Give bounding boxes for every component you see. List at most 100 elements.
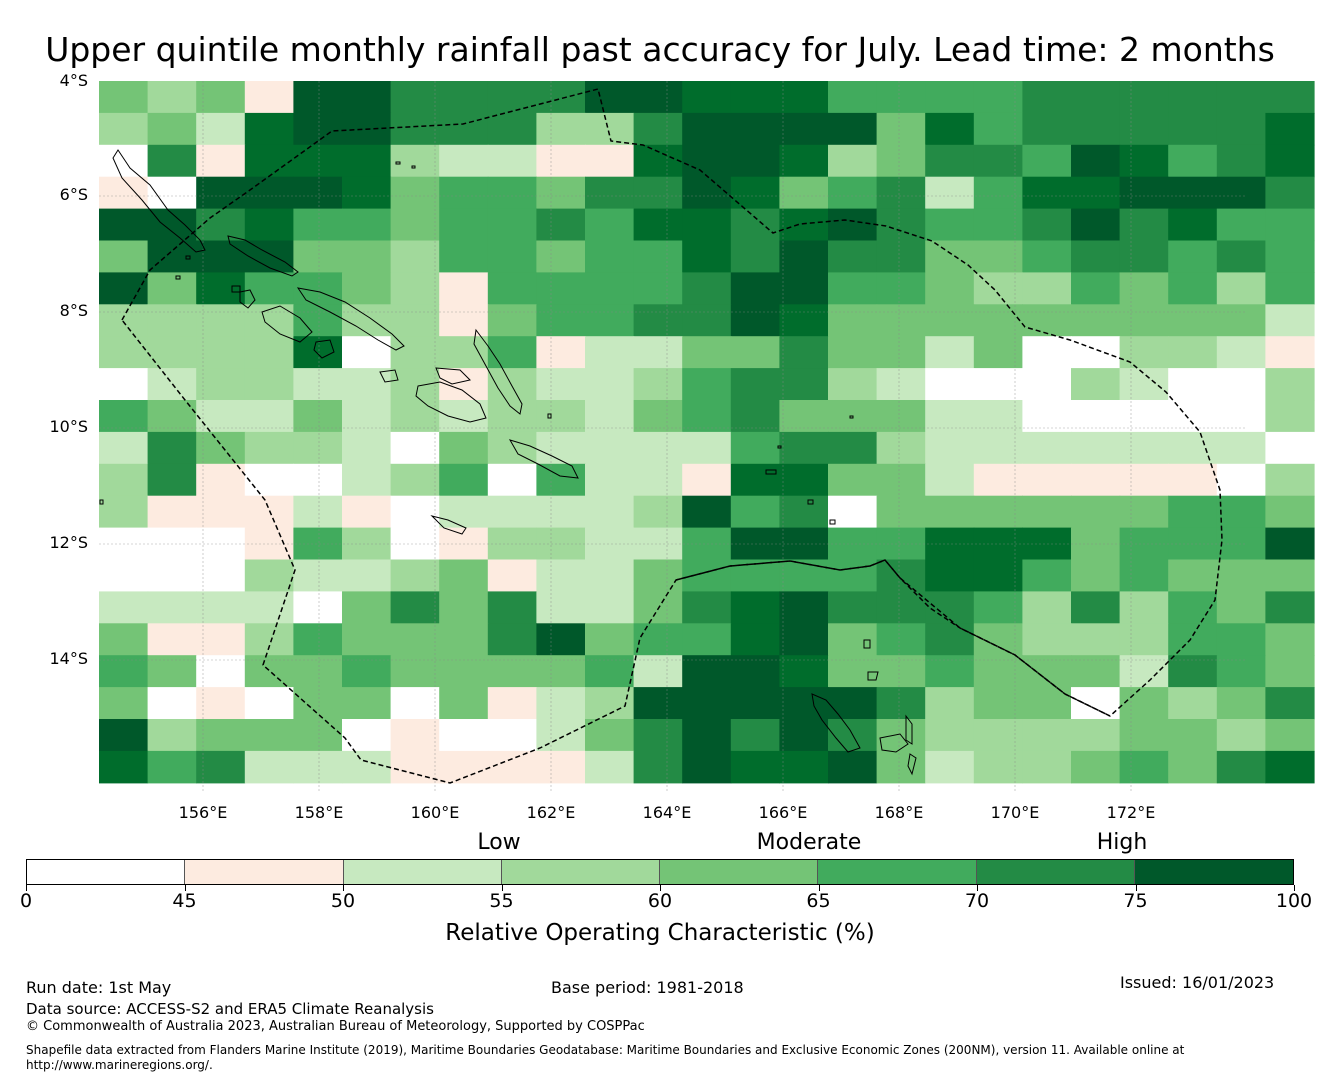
map-cell	[1022, 495, 1072, 529]
map-cell	[147, 687, 197, 720]
map-cell	[925, 591, 975, 624]
map-cell	[342, 463, 392, 497]
map-cell	[973, 144, 1023, 178]
map-cell	[196, 240, 246, 273]
map-cell	[876, 655, 926, 688]
map-cell	[1119, 144, 1169, 178]
map-cell	[342, 240, 392, 273]
map-cell	[536, 400, 586, 433]
map-cell	[390, 750, 440, 784]
map-cell	[730, 112, 780, 146]
map-cell	[147, 81, 197, 114]
map-cell	[828, 304, 878, 337]
map-cell	[244, 431, 294, 465]
map-cell	[1119, 463, 1169, 497]
map-cell	[779, 431, 829, 465]
map-cell	[390, 400, 440, 433]
map-cell	[779, 208, 829, 242]
map-cell	[536, 687, 586, 720]
map-cell	[828, 655, 878, 688]
coast-banks	[863, 639, 879, 681]
map-cell	[1168, 81, 1218, 114]
map-cell	[244, 655, 294, 688]
map-cell	[585, 655, 635, 688]
map-cell	[973, 208, 1023, 242]
map-cell	[1071, 719, 1121, 752]
lat-tick-label: 4°S	[59, 71, 88, 90]
map-cell	[1022, 336, 1072, 369]
map-cell	[779, 750, 829, 784]
map-cell	[487, 719, 537, 752]
map-cell	[147, 463, 197, 497]
colorbar-segment	[1134, 860, 1293, 884]
map-cell	[1265, 463, 1315, 497]
map-cell	[1265, 304, 1315, 337]
map-cell	[876, 559, 926, 592]
map-cell	[779, 272, 829, 305]
map-cell	[682, 272, 732, 305]
map-cell	[730, 240, 780, 273]
map-cell	[439, 495, 489, 529]
map-cell	[1265, 431, 1315, 465]
lon-tick-label: 170°E	[990, 803, 1040, 822]
map-cell	[876, 240, 926, 273]
map-cell	[633, 272, 683, 305]
eez-boundaries	[121, 88, 1223, 784]
map-cell	[585, 431, 635, 465]
lat-tick-label: 6°S	[59, 185, 88, 204]
map-cell	[682, 431, 732, 465]
eez-solomon-islands	[121, 88, 1223, 784]
colorbar-tick	[184, 885, 186, 891]
map-cell	[390, 176, 440, 210]
map-cell	[876, 463, 926, 497]
map-cell	[730, 687, 780, 720]
map-cell	[390, 81, 440, 114]
colorbar-tick	[660, 885, 661, 891]
map-cell	[1071, 591, 1121, 624]
map-cell	[487, 81, 537, 114]
map-cell	[293, 750, 343, 784]
map-cell	[342, 336, 392, 369]
colorbar-tick-label: 75	[1123, 890, 1148, 912]
map-cell	[973, 495, 1023, 529]
map-cell	[828, 368, 878, 401]
map-cell	[1168, 368, 1218, 401]
map-cell	[585, 623, 635, 656]
map-cell	[585, 112, 635, 146]
map-cell	[585, 559, 635, 592]
lon-tick-label: 160°E	[410, 803, 460, 822]
map-cell	[973, 591, 1023, 624]
map-cell	[1119, 495, 1169, 529]
map-cell	[390, 655, 440, 688]
map-cell	[779, 463, 829, 497]
map-cell	[342, 687, 392, 720]
map-cell	[682, 144, 732, 178]
map-cell	[973, 81, 1023, 114]
map-cell	[536, 750, 586, 784]
map-cell	[925, 368, 975, 401]
map-cell	[585, 719, 635, 752]
map-cell	[730, 304, 780, 337]
map-cell	[925, 400, 975, 433]
map-cell	[390, 144, 440, 178]
map-cell	[1071, 559, 1121, 592]
lat-tick-label: 10°S	[49, 417, 88, 436]
map-cell	[633, 687, 683, 720]
map-cell	[390, 240, 440, 273]
map-cell	[487, 112, 537, 146]
category-label: Low	[477, 830, 521, 855]
map-cell	[293, 368, 343, 401]
map-cell	[876, 112, 926, 146]
map-cell	[1022, 208, 1072, 242]
map-cell	[99, 463, 149, 497]
map-cell	[1216, 240, 1266, 273]
map-cell	[342, 81, 392, 114]
map-cell	[487, 144, 537, 178]
colorbar-segment	[818, 860, 977, 884]
map-cell	[196, 81, 246, 114]
map-cell	[633, 400, 683, 433]
map-cell	[779, 81, 829, 114]
map-cell	[1022, 81, 1072, 114]
map-cell	[585, 304, 635, 337]
